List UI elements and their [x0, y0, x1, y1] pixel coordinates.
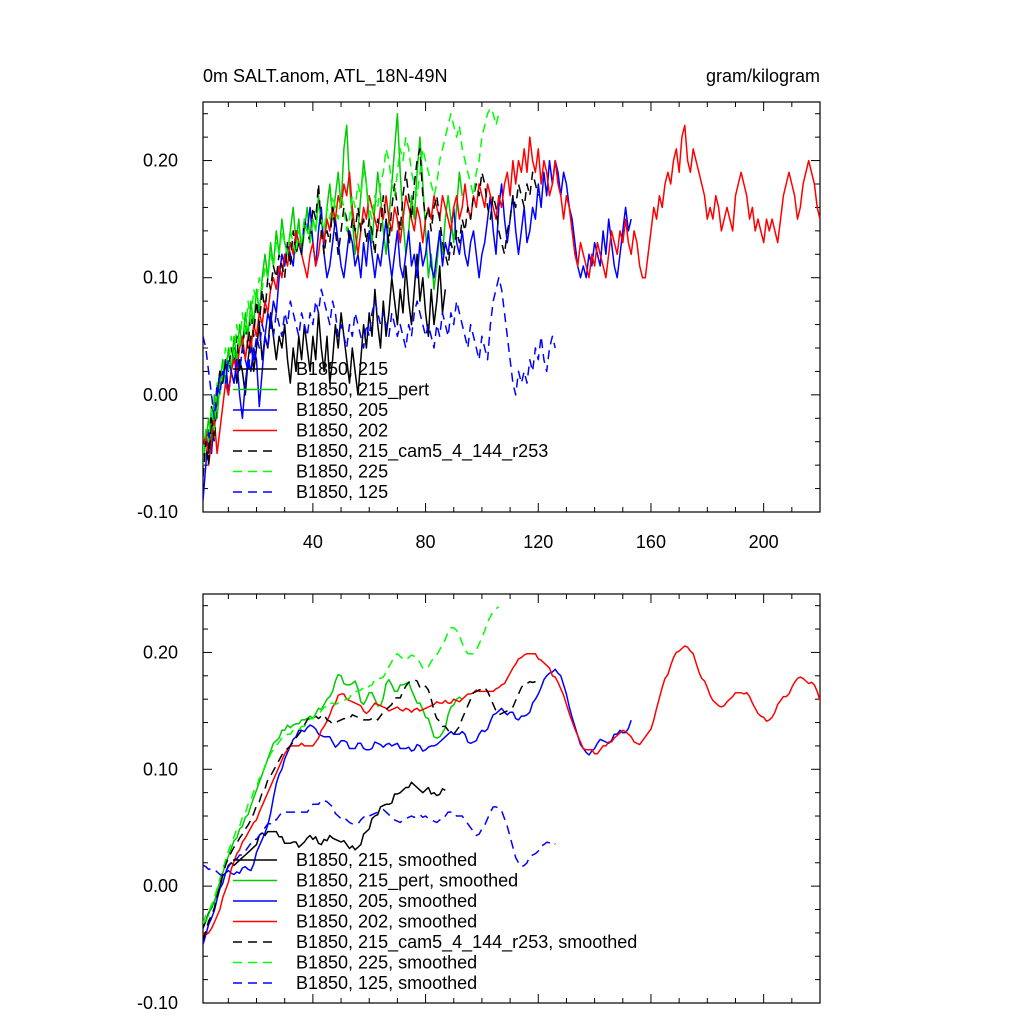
legend-label: B1850, 205 [296, 400, 388, 420]
legend-label: B1850, 215, smoothed [296, 850, 477, 870]
y-tick-label: 0.20 [143, 151, 178, 171]
y-tick-label: 0.20 [143, 642, 178, 662]
upper-plot-panel: -0.10 0.00 0.10 0.20 40 80 120 160 200 B1850, 215… [137, 101, 821, 552]
series-line [203, 799, 556, 877]
y-tick-label: 0.10 [143, 759, 178, 779]
series-line [203, 276, 556, 420]
series-line [203, 112, 463, 466]
series-line [203, 124, 820, 466]
series-group [203, 606, 820, 945]
series-line [203, 253, 447, 466]
legend-label: B1850, 125 [296, 482, 388, 502]
x-tick-label: 200 [749, 532, 779, 552]
x-tick-label: 160 [636, 532, 666, 552]
legend-label: B1850, 215_cam5_4_144_r253, smoothed [296, 932, 637, 953]
legend-label: B1850, 202, smoothed [296, 912, 477, 932]
legend-label: B1850, 225 [296, 462, 388, 482]
x-tick-label: 80 [416, 532, 436, 552]
x-tick-label: 120 [523, 532, 553, 552]
y-tick-label: -0.10 [137, 502, 178, 522]
legend-label: B1850, 215_pert [296, 380, 429, 401]
series-line [203, 673, 463, 925]
series-group [203, 107, 820, 501]
y-tick-label: -0.10 [137, 993, 178, 1013]
series-line [203, 677, 539, 941]
legend-label: B1850, 125, smoothed [296, 973, 477, 993]
y-tick-label: 0.00 [143, 385, 178, 405]
chart-title: 0m SALT.anom, ATL_18N-49N [203, 66, 447, 87]
y-tick-label: 0.00 [143, 876, 178, 896]
y-tick-label: 0.10 [143, 268, 178, 288]
legend-label: B1850, 205, smoothed [296, 891, 477, 911]
plot-frame [202, 101, 821, 513]
series-line [203, 148, 540, 477]
x-tick-label: 40 [303, 532, 323, 552]
series-line [203, 645, 820, 936]
legend-label: B1850, 202 [296, 421, 388, 441]
legend-label: B1850, 225, smoothed [296, 953, 477, 973]
legend-label: B1850, 215_cam5_4_144_r253 [296, 441, 548, 462]
series-line [203, 159, 632, 501]
legend-label: B1850, 215 [296, 359, 388, 379]
legend-label: B1850, 215_pert, smoothed [296, 871, 518, 892]
chart-units: gram/kilogram [706, 66, 820, 86]
series-line [203, 668, 632, 945]
series-line [203, 606, 500, 924]
plot-frame [202, 593, 821, 1004]
series-line [203, 781, 446, 929]
series-line [203, 107, 500, 454]
